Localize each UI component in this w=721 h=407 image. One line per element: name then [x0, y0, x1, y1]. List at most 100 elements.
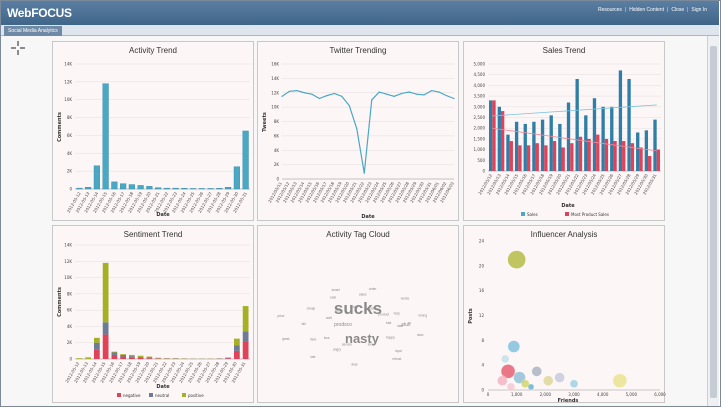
tag-word: stuff: [401, 322, 411, 328]
bar: [155, 187, 162, 190]
tab-bar: Social Media Analytics: [1, 25, 719, 36]
tag-word: angry: [333, 348, 341, 352]
bar: [544, 145, 548, 171]
header-links: Resources | Hidden Content | Close | Sign I…: [598, 7, 707, 13]
bar-segment: [94, 342, 100, 350]
bubble: [612, 373, 628, 388]
data-point: [363, 172, 365, 174]
bar: [85, 187, 92, 190]
bar: [93, 165, 100, 190]
tag-word: item: [310, 337, 316, 341]
tag-word: store: [335, 309, 342, 313]
tag-word: happy: [386, 336, 395, 340]
y-tick-label: 14K: [271, 76, 279, 81]
bar-segment: [234, 345, 240, 351]
y-tick-label: 2K: [274, 162, 280, 167]
bar: [552, 141, 557, 171]
y-tick-label: 12K: [64, 79, 72, 84]
tag-word: sales: [359, 292, 367, 296]
bar-segment: [76, 358, 83, 359]
tag-word: sucks: [334, 299, 382, 318]
bar: [653, 119, 657, 171]
bar-segment: [94, 349, 100, 359]
sign-in-link[interactable]: Sign In: [691, 7, 707, 13]
bar: [644, 130, 649, 171]
panel-title: Influencer Analysis: [530, 230, 598, 239]
y-tick-label: 12K: [64, 259, 72, 264]
bar-segment: [111, 354, 118, 359]
panel-title: Activity Trend: [128, 46, 177, 55]
bar: [540, 119, 545, 171]
app-logo: WebFOCUS: [7, 6, 72, 20]
bubble: [543, 375, 554, 386]
legend-swatch: [149, 393, 153, 397]
bar: [566, 102, 571, 171]
scrollbar-thumb[interactable]: [710, 46, 717, 398]
y-tick-label: 10K: [64, 97, 72, 102]
hidden-content-link[interactable]: Hidden Content: [629, 7, 664, 13]
tag-word: price: [278, 314, 285, 318]
data-point: [430, 89, 433, 92]
y-tick-label: 4K: [274, 148, 280, 153]
bar-segment: [242, 341, 249, 359]
bar: [163, 187, 170, 190]
y-tick-label: 6K: [67, 133, 73, 138]
bar-segment: [129, 356, 135, 358]
panel-title: Twitter Trending: [329, 46, 387, 55]
y-tick-label: 5,000: [474, 62, 486, 67]
trend-line: [492, 104, 657, 117]
bar: [225, 187, 232, 190]
tag-word: prodsco: [334, 322, 352, 328]
influencer-analysis-chart: 0 4 8 12 16 20 24 0 1,000 2,000 3,000 4,000 5,000 6,0…: [468, 239, 666, 405]
resources-link[interactable]: Resources: [598, 7, 622, 13]
tag-word: product: [379, 312, 390, 316]
data-point: [348, 105, 350, 107]
data-point: [318, 97, 320, 100]
legend-label: positive: [188, 393, 204, 398]
tag-word: worse: [401, 296, 410, 300]
bar-segment: [120, 356, 126, 359]
y-tick-label: 2,000: [474, 126, 486, 131]
vertical-scrollbar[interactable]: [707, 36, 719, 406]
bar: [636, 132, 640, 171]
tag-word: bad: [386, 321, 392, 325]
tag-word: wait: [326, 316, 332, 320]
bar: [492, 100, 496, 171]
y-tick-label: 12K: [271, 90, 279, 95]
bar: [610, 106, 614, 171]
bubble: [497, 375, 508, 386]
tag-word: order: [369, 287, 377, 291]
data-point: [281, 95, 283, 97]
bar: [216, 188, 223, 190]
bar: [627, 78, 631, 171]
close-link[interactable]: Close: [671, 7, 685, 13]
bar-segment: [85, 357, 91, 359]
bar: [578, 136, 583, 171]
bar-segment: [111, 352, 118, 355]
bubble: [507, 250, 526, 269]
x-tick-label: 3,000: [568, 392, 580, 397]
y-tick-label: 2K: [67, 169, 73, 174]
bar: [506, 134, 510, 171]
data-point: [445, 95, 448, 97]
bar-segment: [146, 356, 153, 358]
x-tick-label: 5,000: [626, 392, 638, 397]
bar: [111, 181, 118, 190]
y-tick-label: 4,500: [474, 72, 486, 77]
y-tick-label: 1,500: [474, 136, 486, 141]
y-tick-label: 0: [69, 357, 72, 362]
legend-label: negative: [123, 393, 141, 398]
data-point: [296, 89, 298, 92]
bubble: [569, 379, 579, 388]
tab-social-media-analytics[interactable]: Social Media Analytics: [4, 26, 62, 36]
y-tick-label: 16K: [271, 62, 279, 67]
legend-swatch: [182, 393, 186, 397]
bar: [630, 143, 635, 171]
tag-word: wrong: [418, 313, 427, 317]
y-tick-label: 8: [481, 338, 484, 343]
twitter-trending-chart: 02K4K6K8K10K12K14K16K2012/05/112012/05/1…: [262, 62, 455, 221]
bar: [181, 188, 188, 190]
bar-segment: [120, 354, 126, 357]
bar: [137, 185, 144, 190]
sales-trend-panel: Sales Trend 0 500 1,000 1,500 2,000 2,500 3,00…: [463, 41, 665, 221]
